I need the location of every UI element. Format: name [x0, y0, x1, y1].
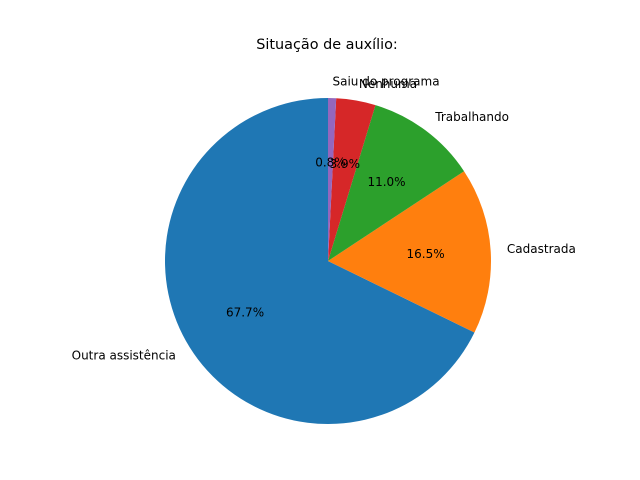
slice-label: Trabalhando	[434, 110, 509, 124]
slice-label: Saiu do programa	[333, 74, 440, 88]
slice-percent-label: 67.7%	[226, 305, 264, 319]
slice-label: Outra assistência	[72, 348, 176, 362]
chart-title: Situação de auxílio:	[256, 37, 398, 53]
slice-percent-label: 16.5%	[407, 247, 445, 261]
slice-percent-label: 0.8%	[315, 156, 346, 170]
slice-label: Cadastrada	[507, 242, 576, 256]
slice-percent-label: 11.0%	[367, 175, 405, 189]
